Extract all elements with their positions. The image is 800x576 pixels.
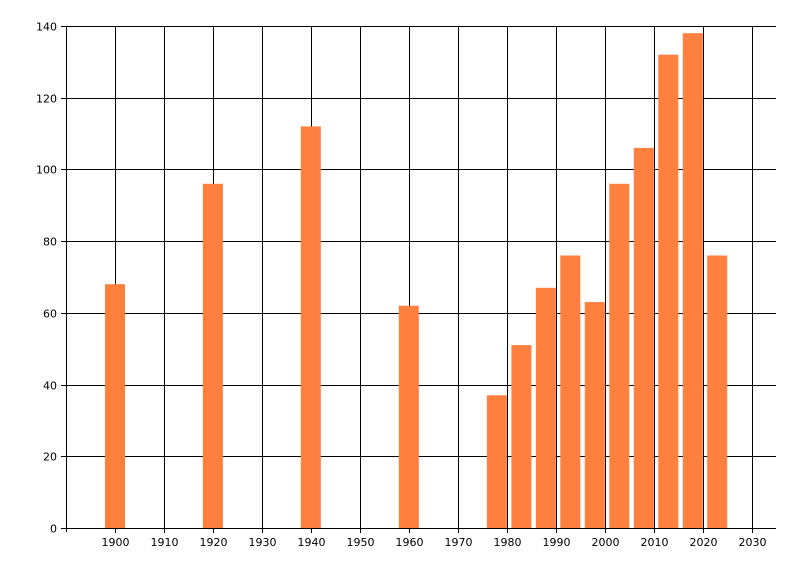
bar	[560, 255, 581, 528]
x-tick-label: 2020	[690, 536, 718, 549]
bar	[658, 54, 679, 528]
x-tick-label: 1950	[347, 536, 375, 549]
y-tick-label: 0	[50, 523, 57, 536]
bar	[535, 287, 556, 528]
x-axis-ticks: 1900 1910 1920 1930 1940 1950 1960 1970 1980 1990…	[102, 528, 767, 549]
bar	[633, 147, 654, 528]
x-tick-label: 2030	[739, 536, 767, 549]
y-tick-label: 140	[36, 21, 57, 34]
bar	[511, 345, 532, 528]
y-tick-label: 80	[43, 236, 57, 249]
x-tick-label: 1990	[543, 536, 571, 549]
y-axis-ticks: 0 20 40 60 80 100 120 140	[36, 21, 66, 536]
bar	[398, 305, 419, 528]
x-tick-label: 1970	[445, 536, 473, 549]
bar	[300, 126, 321, 529]
y-tick-label: 60	[43, 308, 57, 321]
x-tick-label: 1910	[151, 536, 179, 549]
x-tick-label: 2000	[592, 536, 620, 549]
x-tick-label: 1920	[200, 536, 228, 549]
bar	[486, 395, 507, 528]
axes	[62, 26, 776, 532]
bar	[202, 183, 223, 529]
x-tick-label: 1930	[249, 536, 277, 549]
x-tick-label: 1980	[494, 536, 522, 549]
bar	[584, 302, 605, 528]
y-tick-label: 20	[43, 451, 57, 464]
bar	[609, 183, 630, 529]
y-tick-label: 120	[36, 93, 57, 106]
x-tick-label: 1900	[102, 536, 130, 549]
x-tick-label: 2010	[641, 536, 669, 549]
bar	[707, 255, 728, 528]
y-tick-label: 40	[43, 380, 57, 393]
x-tick-label: 1960	[396, 536, 424, 549]
x-tick-label: 1940	[298, 536, 326, 549]
bars	[105, 33, 728, 529]
bar	[105, 284, 125, 528]
y-tick-label: 100	[36, 164, 57, 177]
bar	[682, 33, 703, 528]
